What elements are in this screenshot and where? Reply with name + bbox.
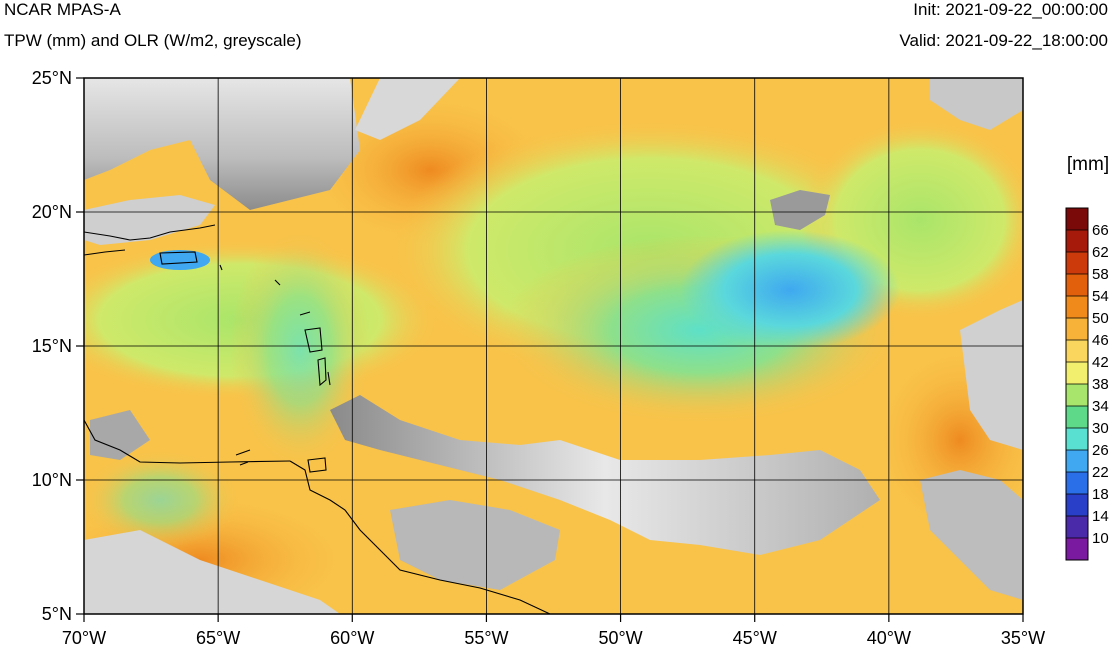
colorbar-segment: [1066, 516, 1088, 538]
gridlines: [84, 78, 1023, 614]
lon-tick-label: 60°W: [330, 628, 374, 648]
colorbar-segment: [1066, 274, 1088, 296]
lon-tick-label: 55°W: [464, 628, 508, 648]
figure-subtitle: TPW (mm) and OLR (W/m2, greyscale): [4, 31, 302, 50]
tpw-field: [84, 78, 1023, 614]
lat-tick-label: 10°N: [32, 470, 72, 490]
colorbar-segment: [1066, 472, 1088, 494]
coastline-lesser-antilles: [304, 327, 331, 387]
cloud-shield: [930, 78, 1023, 130]
lat-tick-label: 5°N: [42, 604, 72, 624]
longitude-axis: 70°W 65°W 60°W 55°W 50°W 45°W 40°W 35°W: [62, 614, 1045, 648]
lon-tick-label: 70°W: [62, 628, 106, 648]
coastline-puerto-rico: [159, 251, 198, 265]
lon-tick-label: 35°W: [1001, 628, 1045, 648]
init-time-label: Init: 2021-09-22_00:00:00: [913, 0, 1108, 19]
colorbar-segment: [1066, 340, 1088, 362]
cloud-shield: [90, 410, 150, 460]
cloud-shield: [355, 78, 460, 140]
moisture-max: [680, 230, 900, 350]
colorbar-label: 58: [1092, 266, 1109, 283]
coastline-trinidad: [307, 457, 327, 473]
lon-tick-label: 50°W: [598, 628, 642, 648]
valid-time-label: Valid: 2021-09-22_18:00:00: [899, 31, 1108, 50]
colorbar-segment: [1066, 252, 1088, 274]
cloud-shield: [84, 78, 360, 210]
coastline-coast: [84, 249, 126, 256]
cloud-shield: [960, 300, 1023, 450]
colorbar-label: 26: [1092, 442, 1109, 459]
colorbar-label: 18: [1092, 486, 1109, 503]
cloud-shield: [330, 395, 880, 555]
lat-tick-label: 15°N: [32, 336, 72, 356]
colorbar-label: 10: [1092, 530, 1109, 547]
colorbar-label: 66: [1092, 222, 1109, 239]
cloud-shield: [390, 500, 560, 590]
colorbar-label: 30: [1092, 420, 1109, 437]
colorbar-segment: [1066, 318, 1088, 340]
coastline-islands: [219, 264, 311, 466]
lon-tick-label: 45°W: [733, 628, 777, 648]
lat-tick-label: 20°N: [32, 202, 72, 222]
colorbar-label: 14: [1092, 508, 1109, 525]
colorbar-segment: [1066, 406, 1088, 428]
colorbar-segment: [1066, 538, 1088, 560]
colorbar-label: 42: [1092, 354, 1109, 371]
coastline-hispaniola: [84, 224, 216, 241]
colorbar-unit: [mm]: [1067, 154, 1109, 175]
colorbar-segment: [1066, 296, 1088, 318]
colorbar-segment: [1066, 428, 1088, 450]
moisture-max: [150, 250, 210, 270]
cloud-shield: [770, 190, 830, 230]
colorbar-segment: [1066, 384, 1088, 406]
lon-tick-label: 40°W: [867, 628, 911, 648]
moisture-core: [84, 450, 240, 550]
cloud-shield: [920, 470, 1023, 600]
colorbar: 66 62 58 54 50 46 42 38 34 30 26 22 18 14 10: [1065, 207, 1109, 561]
lon-tick-label: 65°W: [196, 628, 240, 648]
colorbar-label: 34: [1092, 398, 1109, 415]
colorbar-segment: [1066, 494, 1088, 516]
colorbar-label: 46: [1092, 332, 1109, 349]
colorbar-segment: [1066, 230, 1088, 252]
colorbar-segment: [1066, 208, 1088, 230]
latitude-axis: 25°N 20°N 15°N 10°N 5°N: [32, 68, 84, 624]
colorbar-label: 62: [1092, 244, 1109, 261]
colorbar-label: 22: [1092, 464, 1109, 481]
colorbar-label: 54: [1092, 288, 1109, 305]
cloud-shield: [84, 530, 340, 614]
figure-title: NCAR MPAS-A: [4, 0, 121, 19]
cloud-shield: [84, 195, 215, 245]
colorbar-segment: [1066, 362, 1088, 384]
colorbar-label: 50: [1092, 310, 1109, 327]
lat-tick-label: 25°N: [32, 68, 72, 88]
colorbar-label: 38: [1092, 376, 1109, 393]
coastline-venezuela: [84, 419, 291, 464]
colorbar-segment: [1066, 450, 1088, 472]
